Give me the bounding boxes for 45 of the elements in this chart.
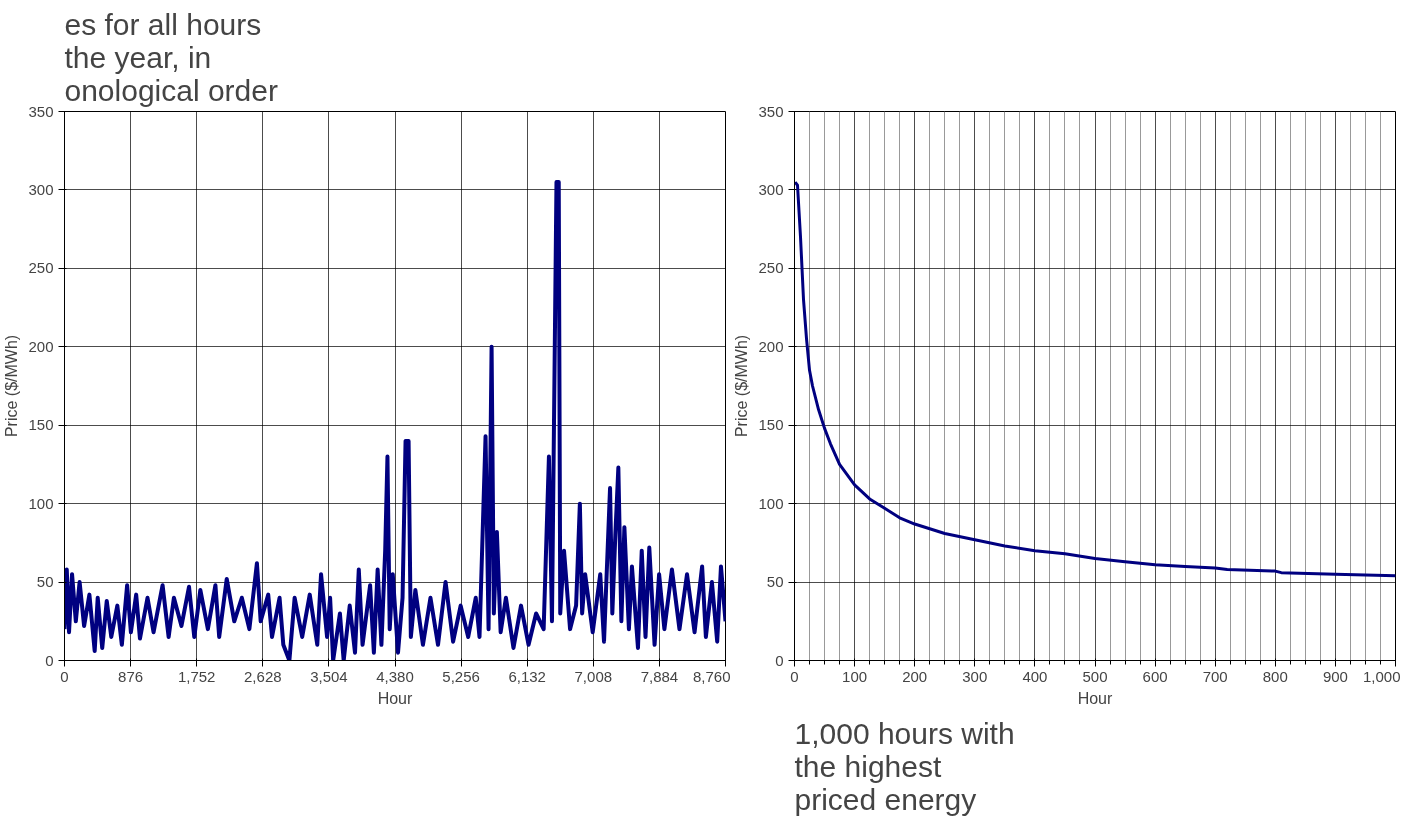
x-tick-label: 600	[1142, 667, 1168, 685]
x-tick-label: 0	[790, 667, 799, 685]
x-tick-label: 3,504	[310, 667, 348, 685]
x-axis-title: Hour	[1077, 689, 1114, 707]
x-tick-label: 4,380	[376, 667, 414, 685]
x-tick-label: 0	[60, 667, 69, 685]
y-tick-label: 100	[28, 494, 54, 512]
text: 1,000 hours with the highest priced energy	[794, 716, 1015, 816]
line-series	[794, 180, 1396, 578]
y-tick-label: 150	[758, 416, 784, 434]
x-tick-label: 700	[1202, 667, 1228, 685]
x-tick-label: 100	[842, 667, 868, 685]
y-tick-label: 300	[28, 180, 54, 198]
x-tick-label: 400	[1022, 667, 1048, 685]
y-tick-label: 250	[758, 259, 784, 277]
y-tick-label: 150	[28, 416, 54, 434]
x-tick-label: 300	[962, 667, 988, 685]
x-tick-label: 5,256	[442, 667, 480, 685]
y-tick-label: 0	[45, 651, 54, 669]
y-tick-label: 350	[758, 102, 784, 120]
x-axis-title: Hour	[377, 689, 414, 707]
y-tick-label: 0	[775, 651, 784, 669]
text: es for all hours the year, in onological order	[64, 7, 278, 107]
x-tick-label: 500	[1082, 667, 1108, 685]
x-tick-label: 876	[118, 667, 144, 685]
y-tick-label: 200	[758, 337, 784, 355]
y-axis-title: Price ($/MWh)	[733, 334, 751, 438]
x-tick-label: 200	[902, 667, 928, 685]
y-tick-label: 350	[28, 102, 54, 120]
y-tick-label: 200	[28, 337, 54, 355]
x-tick-label: 1,000	[1362, 667, 1401, 685]
y-tick-label: 50	[36, 573, 54, 591]
x-tick-label: 7,884	[640, 667, 679, 685]
y-tick-label: 250	[28, 259, 54, 277]
x-tick-label: 2,628	[244, 667, 282, 685]
x-tick-label: 900	[1322, 667, 1348, 685]
y-tick-label: 50	[766, 573, 784, 591]
x-tick-label: 7,008	[574, 667, 613, 685]
y-axis-title: Price ($/MWh)	[3, 334, 21, 438]
x-tick-label: 6,132	[508, 667, 546, 685]
x-tick-label: 8,760	[692, 667, 731, 685]
x-tick-label: 1,752	[177, 667, 216, 685]
x-tick-label: 800	[1262, 667, 1288, 685]
y-tick-label: 300	[758, 180, 784, 198]
y-tick-label: 100	[758, 494, 784, 512]
